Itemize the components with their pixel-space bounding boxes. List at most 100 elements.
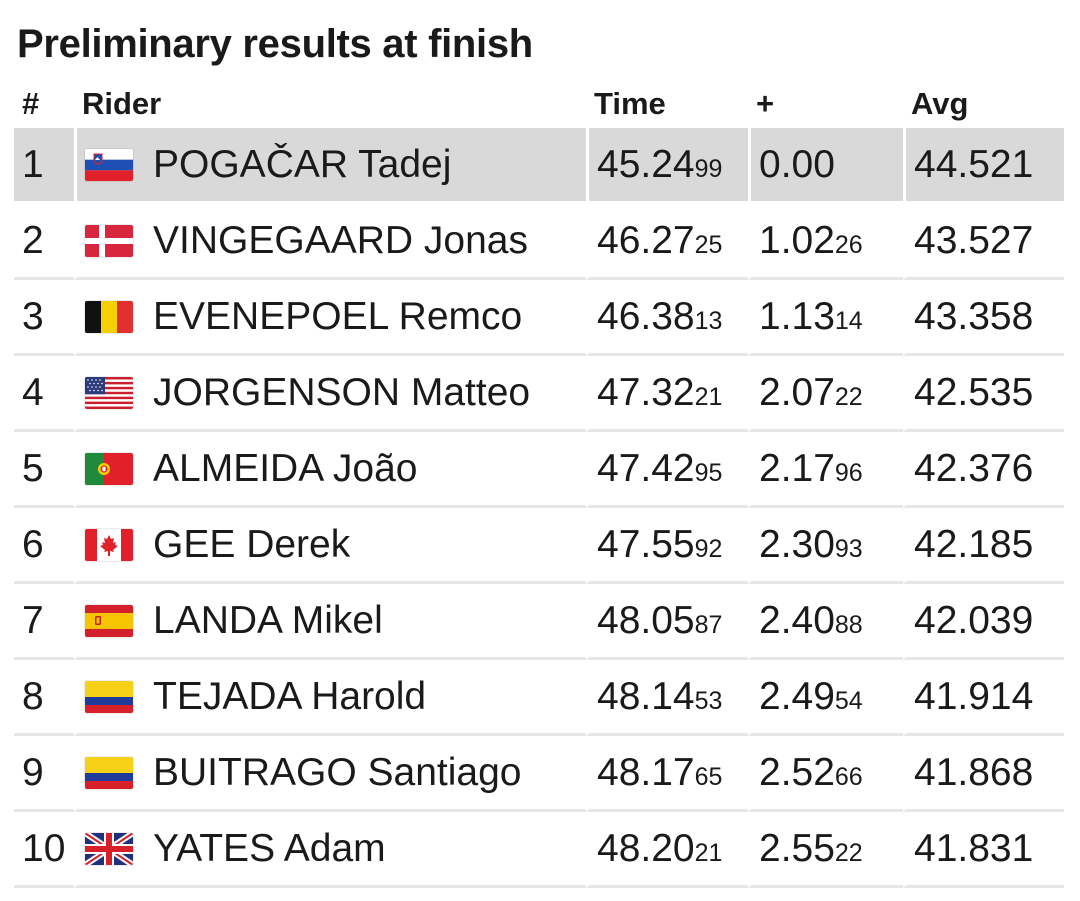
rank-cell: 7 bbox=[14, 584, 74, 660]
rank-cell: 8 bbox=[14, 660, 74, 736]
gap-decimal: 22 bbox=[834, 838, 863, 867]
time-main: 46.27 bbox=[597, 218, 695, 262]
table-row[interactable]: 2 VINGEGAARD Jonas 46.2725 1.0226 43.527 bbox=[14, 204, 1064, 280]
rider-cell[interactable]: VINGEGAARD Jonas bbox=[74, 204, 586, 280]
time-cell: 48.0587 bbox=[586, 584, 748, 660]
page-title: Preliminary results at finish bbox=[17, 22, 533, 66]
table-row[interactable]: 9 BUITRAGO Santiago 48.1765 2.5266 41.868 bbox=[14, 736, 1064, 812]
rider-cell[interactable]: EVENEPOEL Remco bbox=[74, 280, 586, 356]
time-main: 47.32 bbox=[597, 370, 695, 414]
time-cell: 48.1765 bbox=[586, 736, 748, 812]
slovenia-flag-icon bbox=[85, 148, 133, 181]
gap-cell: 1.1314 bbox=[748, 280, 903, 356]
table-row[interactable]: 6 GEE Derek 47.5592 2.3093 42.185 bbox=[14, 508, 1064, 584]
time-cell: 48.1453 bbox=[586, 660, 748, 736]
table-row[interactable]: 10 YATES Adam 48.2021 2.5522 41.831 bbox=[14, 812, 1064, 888]
usa-flag-icon bbox=[85, 376, 133, 409]
time-cell: 46.2725 bbox=[586, 204, 748, 280]
gap-main: 2.07 bbox=[759, 370, 835, 414]
gap-decimal: 14 bbox=[834, 306, 863, 335]
belgium-flag-icon bbox=[85, 300, 133, 333]
gap-cell: 2.5266 bbox=[748, 736, 903, 812]
rider-name[interactable]: GEE Derek bbox=[153, 522, 351, 566]
rider-name[interactable]: POGAČAR Tadej bbox=[153, 142, 452, 186]
rider-name[interactable]: ALMEIDA João bbox=[153, 446, 418, 490]
rider-name[interactable]: BUITRAGO Santiago bbox=[153, 750, 522, 794]
time-decimal: 25 bbox=[694, 230, 723, 259]
rank-cell: 10 bbox=[14, 812, 74, 888]
gap-decimal: 66 bbox=[834, 762, 863, 791]
time-cell: 45.2499 bbox=[586, 128, 748, 204]
gap-cell: 0.00 bbox=[748, 128, 903, 204]
rider-cell[interactable]: JORGENSON Matteo bbox=[74, 356, 586, 432]
gap-decimal: 96 bbox=[834, 458, 863, 487]
time-decimal: 92 bbox=[694, 534, 723, 563]
time-decimal: 53 bbox=[694, 686, 723, 715]
avg-cell: 42.039 bbox=[903, 584, 1064, 660]
time-decimal: 95 bbox=[694, 458, 723, 487]
table-row[interactable]: 8 TEJADA Harold 48.1453 2.4954 41.914 bbox=[14, 660, 1064, 736]
rider-name[interactable]: YATES Adam bbox=[153, 826, 386, 870]
table-row[interactable]: 4 JORGENSON Matteo 47.3221 2.0722 42.535 bbox=[14, 356, 1064, 432]
gap-cell: 2.4954 bbox=[748, 660, 903, 736]
gap-main: 2.49 bbox=[759, 674, 835, 718]
rank-cell: 6 bbox=[14, 508, 74, 584]
time-decimal: 21 bbox=[694, 838, 723, 867]
table-row[interactable]: 3 EVENEPOEL Remco 46.3813 1.1314 43.358 bbox=[14, 280, 1064, 356]
time-cell: 47.3221 bbox=[586, 356, 748, 432]
gap-decimal: 54 bbox=[834, 686, 863, 715]
portugal-flag-icon bbox=[85, 452, 133, 485]
table-row[interactable]: 7 LANDA Mikel 48.0587 2.4088 42.039 bbox=[14, 584, 1064, 660]
time-main: 48.20 bbox=[597, 826, 695, 870]
rider-name[interactable]: EVENEPOEL Remco bbox=[153, 294, 523, 338]
gap-main: 2.40 bbox=[759, 598, 835, 642]
rider-cell[interactable]: TEJADA Harold bbox=[74, 660, 586, 736]
table-row[interactable]: 1 POGAČAR Tadej 45.2499 0.00 44.521 bbox=[14, 128, 1064, 204]
time-decimal: 99 bbox=[694, 154, 723, 183]
gap-decimal: 88 bbox=[834, 610, 863, 639]
gap-cell: 2.5522 bbox=[748, 812, 903, 888]
avg-cell: 42.376 bbox=[903, 432, 1064, 508]
time-main: 47.55 bbox=[597, 522, 695, 566]
avg-cell: 41.868 bbox=[903, 736, 1064, 812]
avg-cell: 42.185 bbox=[903, 508, 1064, 584]
gap-decimal: 26 bbox=[834, 230, 863, 259]
gap-cell: 2.3093 bbox=[748, 508, 903, 584]
column-header-gap[interactable]: + bbox=[756, 86, 775, 121]
gap-decimal: 93 bbox=[834, 534, 863, 563]
column-header-time[interactable]: Time bbox=[594, 86, 666, 121]
time-decimal: 21 bbox=[694, 382, 723, 411]
time-cell: 47.5592 bbox=[586, 508, 748, 584]
avg-cell: 41.831 bbox=[903, 812, 1064, 888]
rider-cell[interactable]: YATES Adam bbox=[74, 812, 586, 888]
avg-cell: 43.527 bbox=[903, 204, 1064, 280]
gap-cell: 2.4088 bbox=[748, 584, 903, 660]
results-table: # Rider Time + Avg 1 POGAČAR Tadej 45.2499… bbox=[14, 80, 1064, 888]
table-row[interactable]: 5 ALMEIDA João 47.4295 2.1796 42.376 bbox=[14, 432, 1064, 508]
rank-cell: 5 bbox=[14, 432, 74, 508]
column-header-rank[interactable]: # bbox=[22, 86, 40, 121]
rider-cell[interactable]: BUITRAGO Santiago bbox=[74, 736, 586, 812]
column-header-avg[interactable]: Avg bbox=[911, 86, 969, 121]
avg-cell: 42.535 bbox=[903, 356, 1064, 432]
time-main: 45.24 bbox=[597, 142, 695, 186]
table-header-row: # Rider Time + Avg bbox=[14, 80, 1064, 128]
avg-cell: 41.914 bbox=[903, 660, 1064, 736]
rider-cell[interactable]: POGAČAR Tadej bbox=[74, 128, 586, 204]
time-cell: 48.2021 bbox=[586, 812, 748, 888]
gap-main: 1.13 bbox=[759, 294, 835, 338]
time-main: 48.05 bbox=[597, 598, 695, 642]
spain-flag-icon bbox=[85, 604, 133, 637]
rider-name[interactable]: LANDA Mikel bbox=[153, 598, 383, 642]
rider-name[interactable]: VINGEGAARD Jonas bbox=[153, 218, 528, 262]
column-header-rider[interactable]: Rider bbox=[82, 86, 162, 121]
rider-cell[interactable]: ALMEIDA João bbox=[74, 432, 586, 508]
rider-name[interactable]: TEJADA Harold bbox=[153, 674, 427, 718]
gap-main: 0.00 bbox=[759, 142, 835, 186]
rider-cell[interactable]: GEE Derek bbox=[74, 508, 586, 584]
rider-name[interactable]: JORGENSON Matteo bbox=[153, 370, 531, 414]
gap-main: 2.52 bbox=[759, 750, 835, 794]
gap-decimal: 22 bbox=[834, 382, 863, 411]
gap-main: 2.55 bbox=[759, 826, 835, 870]
rider-cell[interactable]: LANDA Mikel bbox=[74, 584, 586, 660]
